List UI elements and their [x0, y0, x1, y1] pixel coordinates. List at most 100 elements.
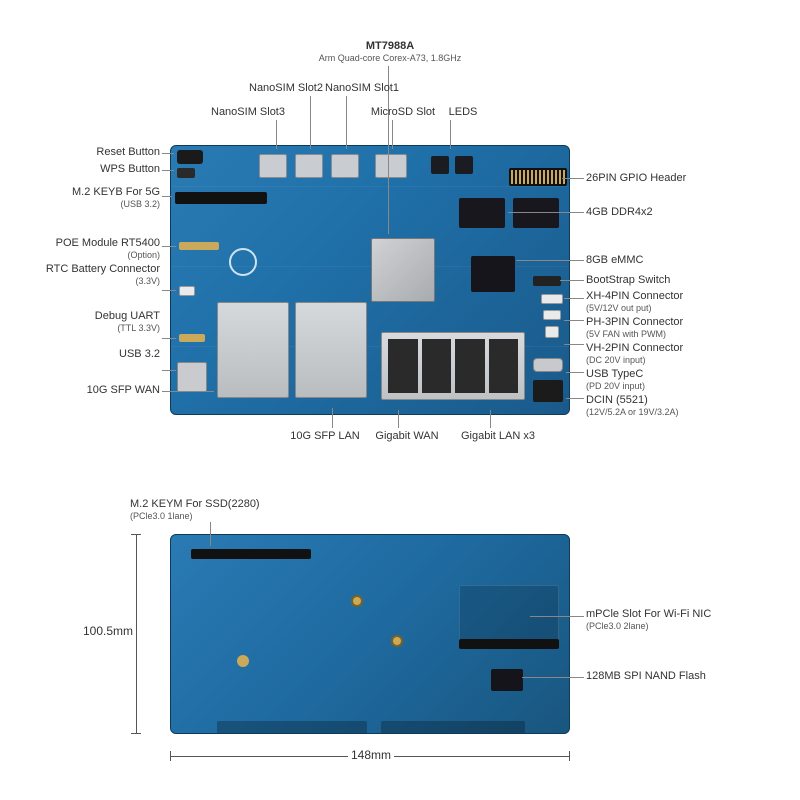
nanosim-slot2: [295, 154, 323, 178]
label-poe: POE Module RT5400 (Option): [30, 237, 160, 260]
leader-leds: [450, 120, 451, 149]
nanosim-slot1: [331, 154, 359, 178]
label-poe-title: POE Module RT5400: [30, 237, 160, 250]
back-m2-standoff: [237, 655, 249, 667]
label-ph3: PH-3PIN Connector (5V FAN with PWM): [586, 316, 683, 339]
leader-debug: [162, 338, 176, 339]
label-vh2: VH-2PIN Connector (DC 20V input): [586, 342, 683, 365]
label-ddr4: 4GB DDR4x2: [586, 206, 653, 219]
dim-height-cap-top: [131, 534, 141, 535]
sfp-wan-cage: [217, 302, 289, 398]
label-xh4-title: XH-4PIN Connector: [586, 290, 683, 303]
dim-width-label: 148mm: [348, 748, 394, 762]
label-nanosim1: NanoSIM Slot1: [312, 82, 412, 95]
emmc-chip: [471, 256, 515, 292]
dim-width-cap-l: [170, 751, 171, 761]
label-mpcie-sub: (PCle3.0 2lane): [586, 621, 711, 631]
leader-spinand: [522, 677, 584, 678]
leader-microsd: [392, 120, 393, 149]
leader-ph3: [564, 320, 584, 321]
board-top: [170, 145, 570, 415]
label-microsd: MicroSD Slot: [358, 106, 448, 119]
label-mt7988a-title: MT7988A: [290, 40, 490, 53]
dim-width-cap-r: [569, 751, 570, 761]
label-ph3-title: PH-3PIN Connector: [586, 316, 683, 329]
label-debug-title: Debug UART: [60, 310, 160, 323]
mpcie-slot: [459, 585, 559, 641]
leader-nanosim2: [310, 96, 311, 149]
hole-1: [351, 595, 363, 607]
leader-nanosim1: [346, 96, 347, 149]
label-dcin: DCIN (5521) (12V/5.2A or 19V/3.2A): [586, 394, 679, 417]
leader-xh4: [564, 298, 584, 299]
usb32-port: [177, 362, 207, 392]
dim-height-label: 100.5mm: [80, 624, 136, 638]
wps-button-comp: [177, 168, 195, 178]
ddr4-chip-1: [459, 198, 505, 228]
leds-chip: [431, 156, 449, 174]
leader-nanosim3: [276, 120, 277, 149]
soc-chip: [371, 238, 435, 302]
leader-typec: [566, 372, 584, 373]
spi-nand-chip: [491, 669, 523, 691]
leader-glan: [490, 410, 491, 428]
xh4pin: [541, 294, 563, 304]
label-bootstrap: BootStrap Switch: [586, 274, 670, 287]
leader-sfplan: [332, 408, 333, 428]
label-mpcie-title: mPCle Slot For Wi-Fi NIC: [586, 608, 711, 621]
reset-button-comp: [177, 150, 203, 164]
leader-wps: [162, 170, 174, 171]
label-leds: LEDS: [438, 106, 488, 119]
label-poe-sub: (Option): [30, 250, 160, 260]
bottom-rj45-shadow: [381, 721, 525, 734]
label-gpio: 26PIN GPIO Header: [586, 172, 686, 185]
leader-reset: [162, 153, 174, 154]
label-m2keym: M.2 KEYM For SSD(2280) (PCle3.0 1lane): [130, 498, 330, 521]
rj45-block: [381, 332, 525, 400]
label-xh4-sub: (5V/12V out put): [586, 303, 683, 313]
gpio-header: [509, 168, 567, 186]
label-typec-title: USB TypeC: [586, 368, 645, 381]
bottom-sfp-shadow: [217, 721, 367, 734]
dcin-jack: [533, 380, 563, 402]
leader-bootstrap: [560, 280, 584, 281]
microsd-slot: [375, 154, 407, 178]
m2-keyb-slot: [175, 192, 267, 204]
label-typec: USB TypeC (PD 20V input): [586, 368, 645, 391]
label-mpcie: mPCle Slot For Wi-Fi NIC (PCle3.0 2lane): [586, 608, 711, 631]
dim-height-line: [136, 534, 137, 734]
sfp-lan-cage: [295, 302, 367, 398]
leader-gwan: [398, 410, 399, 428]
board-bottom: [170, 534, 570, 734]
leader-poe: [162, 246, 176, 247]
usb-c-port: [533, 358, 563, 372]
label-reset: Reset Button: [60, 146, 160, 159]
label-m2keyb-sub: (USB 3.2): [38, 199, 160, 209]
label-nanosim3: NanoSIM Slot3: [198, 106, 298, 119]
label-spinand: 128MB SPI NAND Flash: [586, 670, 706, 683]
nanosim-slot3: [259, 154, 287, 178]
label-rtc-title: RTC Battery Connector: [20, 263, 160, 276]
bootstrap-switch: [533, 276, 561, 286]
label-m2keyb: M.2 KEYB For 5G (USB 3.2): [38, 186, 160, 209]
leader-ddr4: [508, 212, 584, 213]
leader-sfpwan: [162, 391, 214, 392]
leader-mpcie: [530, 616, 584, 617]
label-rtc: RTC Battery Connector (3.3V): [20, 263, 160, 286]
leds-chip-2: [455, 156, 473, 174]
label-m2keym-sub: (PCle3.0 1lane): [130, 511, 330, 521]
ddr4-chip-2: [513, 198, 559, 228]
label-debug: Debug UART (TTL 3.3V): [60, 310, 160, 333]
vh2pin: [545, 326, 559, 338]
leader-rtc: [162, 290, 176, 291]
label-debug-sub: (TTL 3.3V): [60, 323, 160, 333]
leader-dcin: [566, 398, 584, 399]
label-dcin-title: DCIN (5521): [586, 394, 679, 407]
mpcie-connector: [459, 639, 559, 649]
leader-vh2: [564, 344, 584, 345]
hole-2: [391, 635, 403, 647]
back-m2-slot: [191, 549, 311, 559]
leader-m2keym: [210, 522, 211, 546]
label-vh2-sub: (DC 20V input): [586, 355, 683, 365]
label-m2keym-title: M.2 KEYM For SSD(2280): [130, 498, 330, 511]
